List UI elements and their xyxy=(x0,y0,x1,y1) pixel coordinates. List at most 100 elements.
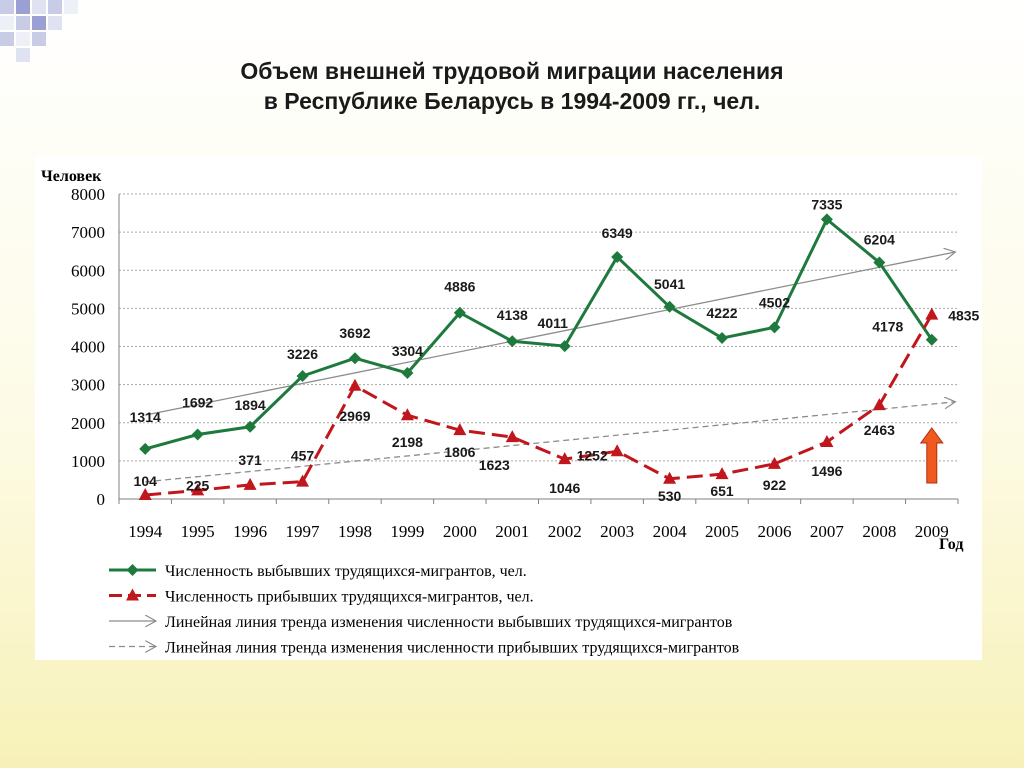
x-tick-label: 1998 xyxy=(338,522,372,541)
series-departed-point xyxy=(558,340,571,353)
series-arrived-point xyxy=(820,434,834,447)
y-axis-label: Человек xyxy=(41,168,102,185)
trendline-arrived xyxy=(145,402,955,483)
series-departed-point xyxy=(348,352,361,365)
series-departed-data-label: 3304 xyxy=(392,343,423,359)
x-tick-label: 2008 xyxy=(862,522,896,541)
series-arrived-data-label: 457 xyxy=(291,448,315,464)
x-tick-label: 1996 xyxy=(233,522,267,541)
series-departed-data-label: 1314 xyxy=(130,409,161,425)
chart-area: 0 1000 2000 3000 4000 5000 6000 7000 8000 1994 199… xyxy=(35,157,982,660)
corner-decoration xyxy=(0,0,78,62)
series-departed-point xyxy=(506,335,519,348)
trendline-departed xyxy=(145,252,955,416)
series-arrived-point xyxy=(663,471,677,484)
series-departed-point xyxy=(716,332,729,345)
series-arrived-data-label: 1046 xyxy=(549,480,580,496)
x-tick-label: 2001 xyxy=(495,522,529,541)
series-arrived-data-label: 371 xyxy=(238,452,262,468)
series-departed-point xyxy=(820,213,833,226)
y-tick-label: 3000 xyxy=(71,376,105,395)
chart-title: Объем внешней трудовой миграции населени… xyxy=(0,56,1024,116)
series-departed-data-label: 4886 xyxy=(444,279,475,295)
y-tick-label: 5000 xyxy=(71,299,105,318)
series-departed-data-label: 1692 xyxy=(182,394,213,410)
series-arrived-line xyxy=(145,313,934,497)
series-arrived-data-label: 2969 xyxy=(339,408,370,424)
y-tick-label: 2000 xyxy=(71,414,105,433)
series-departed-point xyxy=(296,370,309,383)
series-arrived-point xyxy=(400,408,414,421)
series-arrived-data-label: 4835 xyxy=(948,308,979,324)
x-tick-label: 1994 xyxy=(128,522,163,541)
series-departed-point xyxy=(925,333,938,346)
series-arrived-point xyxy=(138,488,152,501)
series-departed-data-label: 1894 xyxy=(235,397,266,413)
series-departed-point xyxy=(244,420,257,433)
series-arrived-data-label: 104 xyxy=(134,473,158,489)
series-departed-data-label: 4178 xyxy=(872,319,903,335)
y-tick-label: 7000 xyxy=(71,223,105,242)
x-tick-label: 2007 xyxy=(810,522,845,541)
series-arrived-point xyxy=(453,423,467,436)
series-arrived-data-label: 225 xyxy=(186,477,210,493)
series-arrived-point xyxy=(505,430,519,443)
x-tick-label: 2009 xyxy=(915,522,949,541)
series-departed-point xyxy=(401,367,414,380)
series-departed-line xyxy=(144,216,934,451)
migration-line-chart: 0 1000 2000 3000 4000 5000 6000 7000 8000 1994 199… xyxy=(41,168,980,657)
legend-marker-diamond xyxy=(126,564,139,576)
series-arrived-point xyxy=(767,456,781,469)
series-departed-data-label: 6349 xyxy=(602,225,633,241)
series-arrived-point xyxy=(243,477,257,490)
x-tick-label: 2005 xyxy=(705,522,739,541)
series-departed-data-label: 6204 xyxy=(864,231,895,247)
series-departed-point xyxy=(663,300,676,313)
series-arrived-data-label: 1252 xyxy=(577,447,608,463)
series-departed-point xyxy=(191,428,204,441)
y-tick-label: 6000 xyxy=(71,261,105,280)
series-departed-point xyxy=(139,442,152,455)
series-departed-data-label: 3692 xyxy=(339,325,370,341)
series-arrived-data-label: 530 xyxy=(658,488,682,504)
up-arrow-icon xyxy=(919,427,944,484)
series-arrived-data-label: 651 xyxy=(710,483,734,499)
legend-marker-triangle xyxy=(126,588,139,601)
series-departed-data-label: 4502 xyxy=(759,294,790,310)
series-departed-data-label: 4222 xyxy=(706,305,737,321)
series-departed-point xyxy=(453,306,466,319)
series-arrived-point xyxy=(715,467,729,480)
series-departed-data-label: 5041 xyxy=(654,276,685,292)
x-tick-label: 1995 xyxy=(181,522,215,541)
series-arrived-point xyxy=(191,483,205,496)
series-arrived-point xyxy=(296,474,310,487)
x-tick-label: 2002 xyxy=(548,522,582,541)
y-tick-label: 1000 xyxy=(71,452,105,471)
series-arrived-data-label: 1623 xyxy=(479,457,510,473)
series-departed-data-label: 3226 xyxy=(287,346,318,362)
series-departed-point xyxy=(611,250,624,263)
legend-label: Линейная линия тренда изменения численно… xyxy=(165,614,733,631)
series-arrived-point xyxy=(558,452,572,465)
series-departed-data-label: 4011 xyxy=(538,315,569,331)
series-arrived-data-label: 1496 xyxy=(811,463,842,479)
chart-title-line-1: Объем внешней трудовой миграции населени… xyxy=(240,58,784,84)
series-arrived-data-label: 922 xyxy=(763,477,787,493)
series-arrived-data-label: 2198 xyxy=(392,434,423,450)
x-tick-label: 2006 xyxy=(757,522,791,541)
x-tick-label: 1997 xyxy=(286,522,321,541)
series-arrived-point xyxy=(348,378,362,391)
series-departed-data-label: 7335 xyxy=(811,196,842,212)
x-tick-label: 2004 xyxy=(653,522,688,541)
x-tick-label: 2003 xyxy=(600,522,634,541)
series-departed-data-label: 4138 xyxy=(497,307,528,323)
series-arrived-data-label: 1806 xyxy=(444,444,475,460)
series-arrived-point xyxy=(610,444,624,457)
legend-label: Линейная линия тренда изменения численно… xyxy=(165,640,740,657)
x-axis-label: Год xyxy=(939,536,963,553)
legend-label: Численность выбывших трудящихся-мигранто… xyxy=(165,563,527,580)
series-arrived-data-label: 2463 xyxy=(864,422,895,438)
x-tick-label: 1999 xyxy=(390,522,424,541)
y-tick-label: 0 xyxy=(97,490,106,509)
series-departed-point xyxy=(768,321,781,334)
